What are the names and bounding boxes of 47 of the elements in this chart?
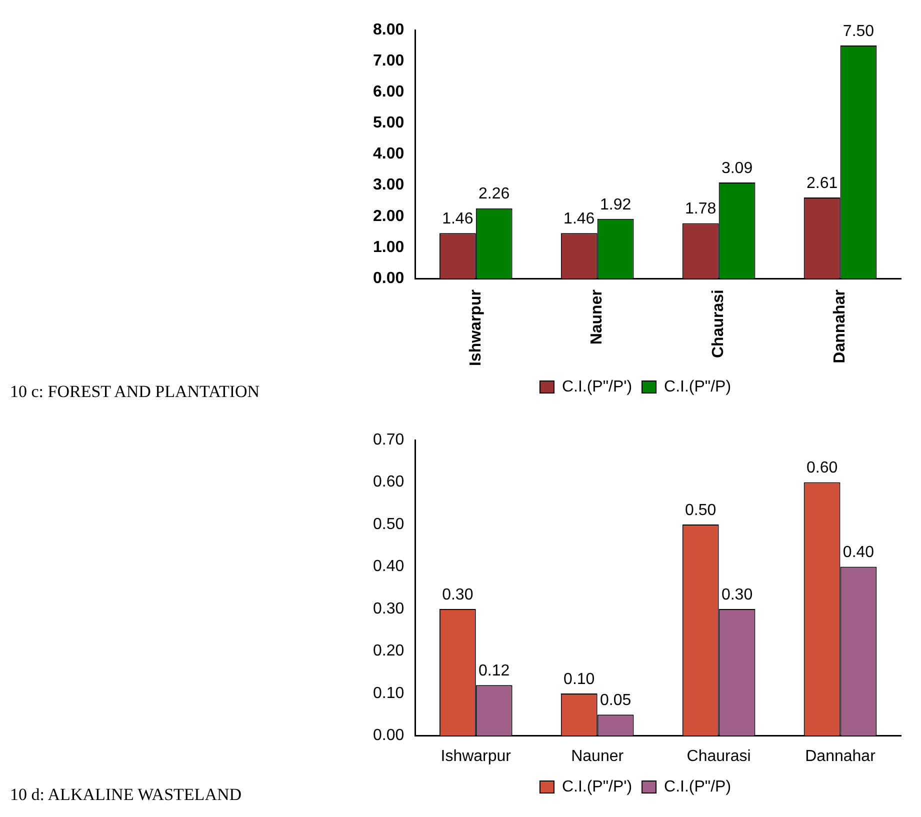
- y-tick-label: 5.00: [373, 114, 404, 132]
- y-tick-label: 0.60: [373, 474, 404, 491]
- y-tick-label: 0.50: [373, 516, 404, 533]
- x-tick-label: Dannahar: [805, 748, 876, 765]
- legend-label: C.I.(P"/P): [664, 778, 732, 796]
- text: 10 c: FOREST AND PLANTATION: [10, 382, 260, 402]
- y-tick-label: 0.00: [373, 727, 404, 744]
- x-tick-label: Nauner: [588, 290, 606, 345]
- data-label: 0.60: [806, 460, 838, 477]
- x-tick-label: Chaurasi: [710, 290, 728, 358]
- y-tick-label: 6.00: [373, 84, 404, 101]
- data-label: 0.30: [442, 586, 474, 604]
- y-tick-label: 0.00: [373, 270, 404, 287]
- data-label: 0.40: [842, 544, 874, 562]
- data-label: 0.10: [564, 670, 595, 688]
- legend-label: C.I.(P"/P): [664, 378, 732, 396]
- x-tick-label: Chaurasi: [686, 748, 751, 765]
- y-tick-label: 0.10: [373, 684, 404, 702]
- data-label: 0.12: [478, 662, 510, 680]
- legend-label: C.I.(P"/P'): [562, 378, 632, 396]
- data-label: 0.05: [600, 692, 632, 710]
- data-label: 1.46: [564, 210, 595, 228]
- legend-label: C.I.(P"/P'): [562, 778, 632, 796]
- data-label: 1.78: [685, 200, 716, 218]
- data-label: 1.92: [600, 196, 632, 214]
- y-tick-label: 0.20: [373, 642, 404, 660]
- x-tick-label: Dannahar: [832, 290, 849, 364]
- text: 10 d: ALKALINE WASTELAND: [10, 785, 242, 805]
- data-label: 2.26: [478, 186, 510, 203]
- x-tick-label: Ishwarpur: [467, 290, 484, 366]
- data-label: 7.50: [842, 22, 874, 40]
- y-tick-label: 1.00: [373, 238, 404, 256]
- data-label: 3.09: [721, 160, 753, 177]
- y-tick-label: 0.30: [373, 600, 404, 618]
- y-tick-label: 7.00: [373, 52, 404, 70]
- y-tick-label: 0.40: [373, 558, 404, 576]
- x-tick-label: Ishwarpur: [440, 748, 512, 765]
- y-tick-label: 3.00: [373, 176, 404, 194]
- y-tick-label: 4.00: [373, 146, 404, 163]
- data-label: 0.30: [721, 586, 753, 604]
- data-label: 2.61: [806, 174, 838, 192]
- y-tick-label: 8.00: [373, 21, 404, 38]
- y-tick-label: 0.70: [373, 431, 404, 448]
- data-label: 1.46: [442, 210, 474, 228]
- data-label: 0.50: [685, 502, 716, 519]
- y-tick-label: 2.00: [373, 208, 404, 225]
- x-tick-label: Nauner: [571, 748, 624, 765]
